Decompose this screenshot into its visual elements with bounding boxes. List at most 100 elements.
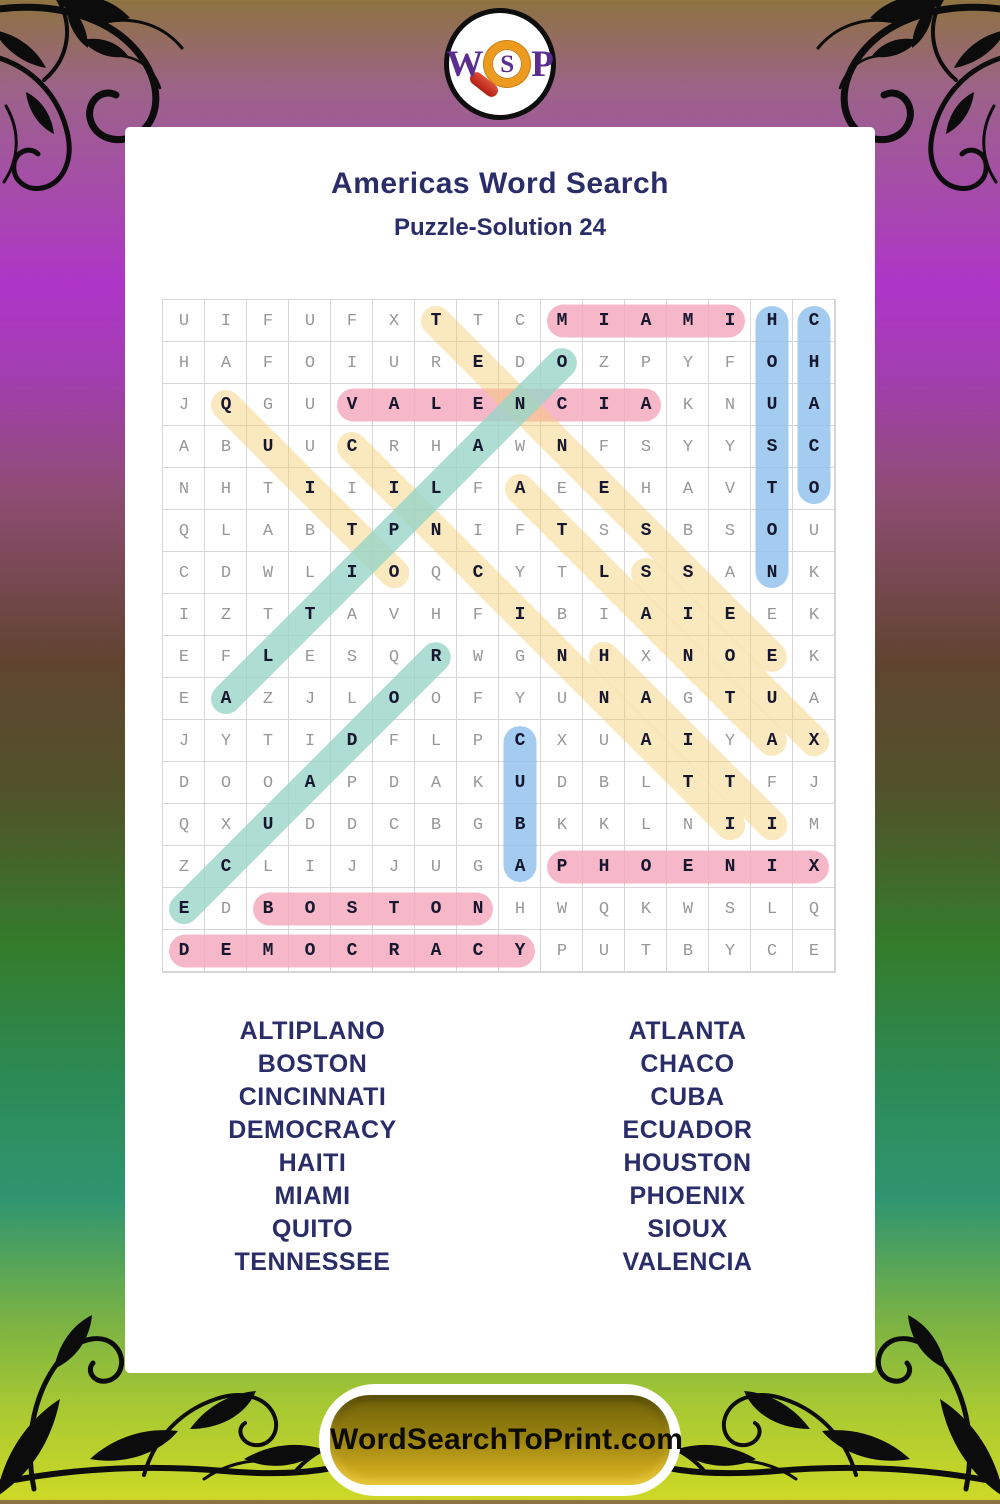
grid-letter: T <box>430 311 442 331</box>
grid-letter: T <box>262 605 274 625</box>
grid-letter: P <box>388 521 400 541</box>
highlight-democracy <box>169 934 535 968</box>
grid-letter: C <box>472 941 484 961</box>
grid-letter: Y <box>682 353 694 373</box>
grid-letter: F <box>346 311 358 331</box>
grid-letter: O <box>388 563 400 583</box>
grid-letter: Q <box>598 899 610 919</box>
grid-letter: I <box>346 479 358 499</box>
grid-letter: H <box>430 437 442 457</box>
word-list-item: ALTIPLANO <box>239 1017 386 1045</box>
grid-letter: T <box>304 605 316 625</box>
wordsearchtoprint-button[interactable]: WordSearchToPrint.com <box>330 1395 683 1485</box>
grid-letter: C <box>766 941 778 961</box>
grid-letter: B <box>556 605 568 625</box>
grid-letter: G <box>472 857 484 877</box>
grid-letter: B <box>682 941 694 961</box>
logo-letter-p: P <box>531 43 554 85</box>
grid-letter: O <box>808 479 820 499</box>
grid-letter: N <box>724 395 736 415</box>
grid-letter: V <box>388 605 400 625</box>
grid-letter: D <box>304 815 316 835</box>
grid-letter: A <box>220 353 232 373</box>
puzzle-card: Americas Word Search Puzzle-Solution 24 … <box>125 127 875 1373</box>
grid-letter: C <box>388 815 400 835</box>
grid-letter: V <box>724 479 736 499</box>
grid-letter: A <box>640 395 652 415</box>
grid-letter: V <box>346 395 358 415</box>
grid-letter: Q <box>178 521 190 541</box>
grid-letter: T <box>556 563 568 583</box>
grid-letter: U <box>304 437 316 457</box>
grid-letter: E <box>766 605 778 625</box>
grid-letter: C <box>220 857 232 877</box>
grid-letter: B <box>262 899 274 919</box>
word-list-item: QUITO <box>271 1215 354 1243</box>
grid-letter: E <box>808 941 820 961</box>
grid-letter: C <box>472 563 484 583</box>
word-list-item: VALENCIA <box>622 1248 753 1276</box>
grid-letter: I <box>220 311 232 331</box>
grid-letter: X <box>388 311 400 331</box>
grid-letter: J <box>808 773 820 793</box>
grid-letter: O <box>766 353 778 373</box>
wsp-logo: W S P <box>444 8 556 120</box>
grid-letter: A <box>640 311 652 331</box>
grid-letter: A <box>262 521 274 541</box>
grid-letter: X <box>220 815 232 835</box>
grid-letter: L <box>262 857 274 877</box>
word-list-item: HOUSTON <box>623 1149 752 1177</box>
grid-letter: A <box>388 395 400 415</box>
grid-letter: T <box>556 521 568 541</box>
grid-letter: X <box>640 647 652 667</box>
grid-letter: A <box>514 857 526 877</box>
grid-letter: J <box>178 731 190 751</box>
grid-letter: N <box>514 395 526 415</box>
grid-letter: P <box>472 731 484 751</box>
grid-letter: O <box>304 899 316 919</box>
grid-letter: I <box>304 857 316 877</box>
grid-letter: S <box>724 521 736 541</box>
grid-letter: F <box>262 353 274 373</box>
grid-letter: K <box>556 815 568 835</box>
grid-letter: H <box>430 605 442 625</box>
grid-letter: B <box>514 815 526 835</box>
grid-letter: S <box>598 521 610 541</box>
grid-letter: D <box>514 353 526 373</box>
grid-letter: Q <box>388 647 400 667</box>
grid-letter: M <box>682 311 694 331</box>
grid-letter: A <box>220 689 232 709</box>
grid-letter: O <box>388 689 400 709</box>
grid-letter: S <box>766 437 778 457</box>
grid-letter: Y <box>724 941 736 961</box>
grid-letter: M <box>262 941 274 961</box>
grid-letter: A <box>724 563 736 583</box>
grid-letter: F <box>262 311 274 331</box>
grid-letter: G <box>472 815 484 835</box>
word-list-item: PHOENIX <box>629 1182 746 1210</box>
grid-letter: O <box>640 857 652 877</box>
grid-letter: U <box>598 941 610 961</box>
grid-letter: I <box>388 479 400 499</box>
grid-letter: X <box>808 731 820 751</box>
grid-letter: I <box>178 605 190 625</box>
grid-letter: I <box>682 731 694 751</box>
grid-letter: A <box>808 689 820 709</box>
grid-letter: U <box>430 857 442 877</box>
grid-letter: W <box>262 563 274 583</box>
highlight-miami <box>547 304 745 338</box>
logo-letter-s: S <box>500 50 515 78</box>
grid-letter: O <box>430 899 442 919</box>
grid-letter: Z <box>178 857 190 877</box>
grid-letter: Q <box>178 815 190 835</box>
grid-letter: U <box>766 689 778 709</box>
grid-letter: J <box>346 857 358 877</box>
grid-letter: Y <box>514 689 526 709</box>
grid-letter: X <box>808 857 820 877</box>
grid-letter: T <box>346 521 358 541</box>
word-list-left-column: ALTIPLANO BOSTON CINCINNATI DEMOCRACY HAITI M… <box>125 1015 500 1279</box>
word-search-grid: U I F U F X T T C M I A M I H C H A F O I U R E D O Z P Y F O H J Q G U V A L E… <box>162 299 836 973</box>
highlight-boston <box>253 892 493 926</box>
grid-letter: T <box>766 479 778 499</box>
grid-letter: M <box>556 311 568 331</box>
